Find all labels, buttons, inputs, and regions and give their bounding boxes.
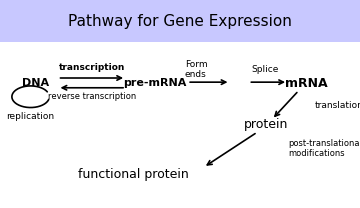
Text: DNA: DNA <box>22 78 50 88</box>
Text: Form
ends: Form ends <box>185 60 207 79</box>
Text: pre-mRNA: pre-mRNA <box>123 78 186 88</box>
Text: post-translational
modifications: post-translational modifications <box>288 139 360 158</box>
Text: Splice: Splice <box>251 65 278 74</box>
Text: translation: translation <box>315 100 360 110</box>
Text: Pathway for Gene Expression: Pathway for Gene Expression <box>68 14 292 29</box>
Text: protein: protein <box>244 118 289 131</box>
Text: transcription: transcription <box>59 63 125 72</box>
Text: mRNA: mRNA <box>285 77 327 90</box>
Text: replication: replication <box>6 112 55 121</box>
FancyBboxPatch shape <box>0 0 360 42</box>
Text: reverse transcription: reverse transcription <box>48 92 136 101</box>
Text: functional protein: functional protein <box>78 168 189 181</box>
